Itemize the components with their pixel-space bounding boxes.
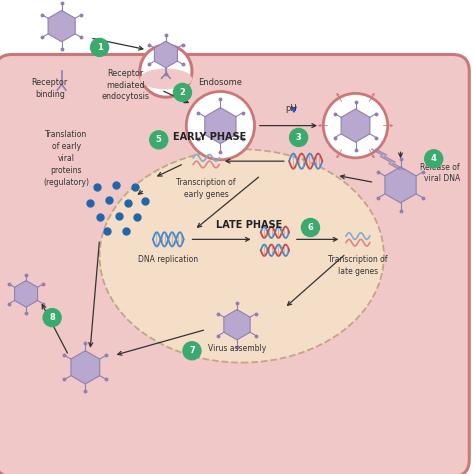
Text: 1: 1 (97, 43, 102, 52)
Circle shape (43, 309, 61, 327)
FancyBboxPatch shape (0, 55, 469, 474)
Polygon shape (341, 109, 370, 142)
Text: LATE PHASE: LATE PHASE (216, 220, 282, 230)
Circle shape (91, 38, 109, 56)
Polygon shape (205, 108, 236, 144)
Circle shape (183, 342, 201, 360)
Text: Endosome: Endosome (199, 78, 242, 87)
Text: 4: 4 (431, 155, 437, 163)
Polygon shape (385, 167, 416, 203)
Text: 6: 6 (308, 223, 313, 232)
Text: pH: pH (286, 104, 297, 112)
Polygon shape (224, 310, 250, 340)
Polygon shape (48, 10, 75, 42)
Text: 5: 5 (156, 136, 162, 144)
Circle shape (290, 128, 308, 146)
Text: 7: 7 (189, 346, 195, 355)
Circle shape (173, 83, 191, 101)
Circle shape (323, 93, 388, 158)
Circle shape (425, 150, 443, 168)
Circle shape (186, 91, 255, 160)
Circle shape (301, 219, 319, 237)
Text: Transcription of
late genes: Transcription of late genes (328, 255, 388, 276)
Text: Translation
of early
viral
proteins
(regulatory): Translation of early viral proteins (reg… (43, 130, 90, 187)
Circle shape (140, 45, 192, 97)
Text: 8: 8 (49, 313, 55, 322)
Text: 3: 3 (296, 133, 301, 142)
Text: Release of
viral DNA: Release of viral DNA (420, 163, 460, 183)
Polygon shape (71, 351, 100, 384)
Ellipse shape (140, 68, 192, 89)
Text: Transcription of
early genes: Transcription of early genes (176, 178, 236, 199)
Text: 2: 2 (180, 88, 185, 97)
Text: EARLY PHASE: EARLY PHASE (173, 132, 246, 143)
Ellipse shape (100, 149, 384, 363)
Circle shape (150, 131, 168, 149)
Polygon shape (15, 281, 37, 307)
Text: Virus assembly: Virus assembly (208, 344, 266, 353)
Text: DNA replication: DNA replication (138, 255, 198, 264)
Text: Receptor
mediated
endocytosis: Receptor mediated endocytosis (101, 69, 150, 101)
Polygon shape (155, 41, 177, 68)
Text: Receptor
binding: Receptor binding (32, 78, 68, 99)
